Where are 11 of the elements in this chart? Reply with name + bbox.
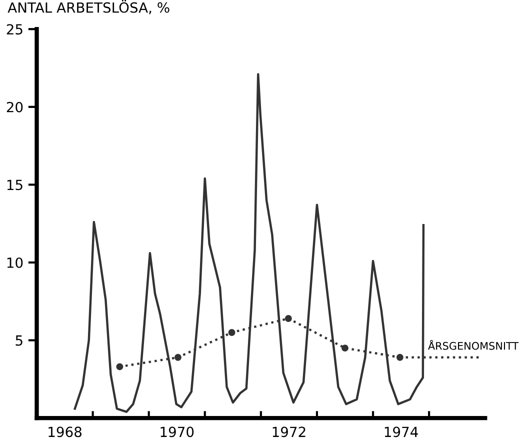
y-tick-label: 10 bbox=[7, 257, 23, 268]
x-tick-label: 1974 bbox=[384, 426, 418, 438]
x-tick-label: 1968 bbox=[48, 426, 82, 438]
x-tick-label: 1972 bbox=[272, 426, 306, 438]
y-axis-title: ANTAL ARBETSLÖSA, % bbox=[8, 0, 170, 14]
y-tick-label: 25 bbox=[6, 24, 22, 35]
annotation: ÅRSGENOMSNITT bbox=[428, 340, 519, 350]
x-tick-label: 1970 bbox=[160, 426, 194, 438]
y-tick-label: 5 bbox=[16, 335, 22, 346]
y-tick-label: 20 bbox=[6, 102, 23, 112]
y-tick-label: 15 bbox=[7, 180, 22, 190]
